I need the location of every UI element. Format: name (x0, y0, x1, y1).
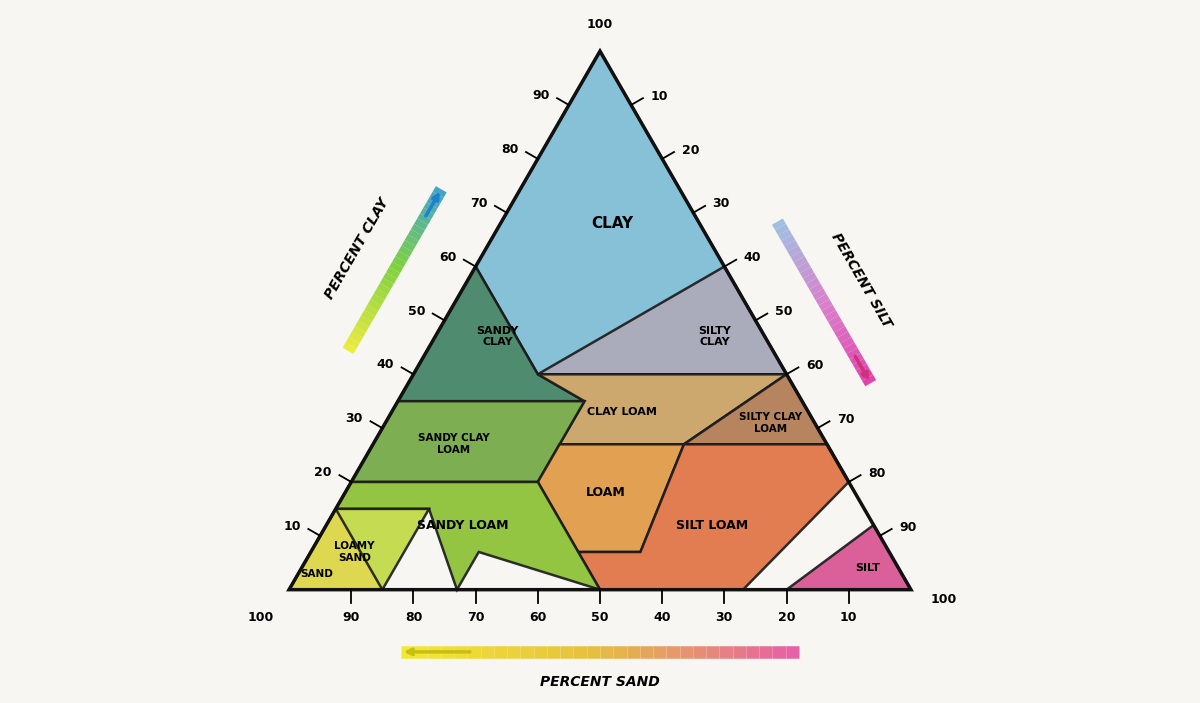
Text: 50: 50 (592, 611, 608, 624)
Polygon shape (538, 374, 786, 444)
Polygon shape (336, 482, 600, 590)
Text: SILTY CLAY
LOAM: SILTY CLAY LOAM (739, 412, 803, 434)
Text: 10: 10 (840, 611, 858, 624)
Text: SILT LOAM: SILT LOAM (676, 519, 748, 531)
Text: 60: 60 (806, 359, 823, 372)
Text: 30: 30 (715, 611, 733, 624)
Text: 60: 60 (439, 251, 456, 264)
Text: 30: 30 (713, 198, 730, 210)
Text: SANDY LOAM: SANDY LOAM (418, 519, 509, 531)
Text: SILT: SILT (854, 563, 880, 573)
Text: LOAMY
SAND: LOAMY SAND (334, 541, 374, 563)
Text: 10: 10 (283, 520, 301, 533)
Polygon shape (538, 266, 786, 374)
Text: 20: 20 (682, 143, 700, 157)
Polygon shape (398, 266, 584, 401)
Polygon shape (786, 525, 911, 590)
Text: SAND: SAND (301, 569, 334, 579)
Text: 20: 20 (314, 466, 332, 479)
Text: 100: 100 (247, 611, 274, 624)
Text: 40: 40 (377, 359, 394, 371)
Text: 40: 40 (654, 611, 671, 624)
Text: 100: 100 (930, 593, 956, 606)
Text: PERCENT SAND: PERCENT SAND (540, 676, 660, 690)
Polygon shape (538, 444, 684, 552)
Polygon shape (684, 374, 848, 482)
Text: CLAY: CLAY (592, 216, 634, 231)
Text: SILTY
CLAY: SILTY CLAY (698, 325, 732, 347)
Text: 60: 60 (529, 611, 546, 624)
Text: 40: 40 (744, 252, 761, 264)
Polygon shape (475, 51, 786, 374)
Polygon shape (289, 509, 428, 590)
Text: 90: 90 (899, 521, 917, 534)
Text: 70: 70 (838, 413, 854, 426)
Text: 80: 80 (868, 467, 886, 479)
Text: 90: 90 (342, 611, 360, 624)
Polygon shape (289, 509, 383, 590)
Polygon shape (352, 401, 584, 482)
Text: SANDY
CLAY: SANDY CLAY (476, 325, 518, 347)
Text: 50: 50 (408, 304, 425, 318)
Text: 20: 20 (778, 611, 796, 624)
Text: 100: 100 (587, 18, 613, 31)
Text: LOAM: LOAM (587, 486, 626, 499)
Text: 50: 50 (775, 305, 792, 318)
Text: 10: 10 (650, 90, 668, 103)
Text: 70: 70 (467, 611, 485, 624)
Text: 80: 80 (502, 143, 518, 156)
Text: 30: 30 (346, 412, 362, 425)
Text: SANDY CLAY
LOAM: SANDY CLAY LOAM (418, 434, 490, 455)
Text: 90: 90 (532, 89, 550, 102)
Text: 70: 70 (470, 197, 487, 210)
Text: PERCENT SILT: PERCENT SILT (829, 231, 894, 330)
Text: CLAY LOAM: CLAY LOAM (587, 407, 656, 417)
Polygon shape (578, 444, 848, 590)
Text: PERCENT CLAY: PERCENT CLAY (323, 195, 391, 301)
Text: 80: 80 (404, 611, 422, 624)
